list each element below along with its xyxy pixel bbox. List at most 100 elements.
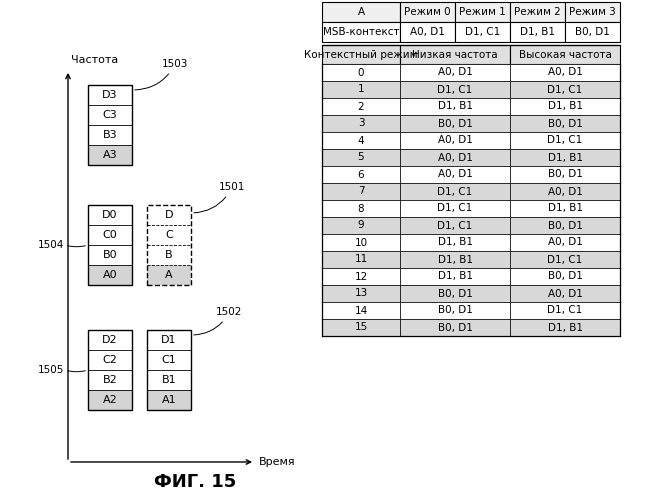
Text: Частота: Частота <box>71 55 118 65</box>
Bar <box>400 183 510 200</box>
Bar <box>510 64 620 81</box>
Text: D1, C1: D1, C1 <box>547 254 583 264</box>
Text: 7: 7 <box>358 186 364 196</box>
Text: A0: A0 <box>103 270 117 280</box>
Bar <box>510 200 620 217</box>
Bar <box>400 319 510 336</box>
Bar <box>565 2 620 22</box>
Text: Режим 0: Режим 0 <box>404 7 451 17</box>
Bar <box>322 183 400 200</box>
Bar <box>322 98 400 115</box>
Bar <box>322 285 400 302</box>
Bar <box>88 205 132 225</box>
Text: A3: A3 <box>103 150 117 160</box>
Text: C0: C0 <box>103 230 117 240</box>
Bar <box>322 45 400 64</box>
Text: D1, B1: D1, B1 <box>438 102 472 112</box>
Text: Время: Время <box>259 457 296 467</box>
Text: A0, D1: A0, D1 <box>438 136 472 145</box>
Bar <box>400 22 455 42</box>
Bar <box>510 234 620 251</box>
Text: D1, C1: D1, C1 <box>547 306 583 316</box>
Bar <box>400 285 510 302</box>
Bar <box>147 245 191 265</box>
Text: B0, D1: B0, D1 <box>547 118 583 128</box>
Bar <box>88 350 132 370</box>
Text: Режим 1: Режим 1 <box>459 7 506 17</box>
Text: C2: C2 <box>103 355 118 365</box>
Bar <box>88 145 132 165</box>
Text: MSB-контекст: MSB-контекст <box>323 27 399 37</box>
Text: 4: 4 <box>358 136 364 145</box>
Text: 15: 15 <box>354 322 368 332</box>
Bar <box>400 234 510 251</box>
Text: A1: A1 <box>162 395 177 405</box>
Bar <box>322 149 400 166</box>
Bar <box>147 225 191 245</box>
Bar <box>322 64 400 81</box>
Bar <box>400 98 510 115</box>
Text: 1505: 1505 <box>38 365 64 375</box>
Bar <box>510 285 620 302</box>
Text: B0, D1: B0, D1 <box>547 220 583 230</box>
Text: 12: 12 <box>354 272 368 281</box>
Text: C: C <box>165 230 173 240</box>
Text: A0, D1: A0, D1 <box>410 27 445 37</box>
Bar <box>322 166 400 183</box>
Text: A: A <box>165 270 173 280</box>
Bar <box>147 265 191 285</box>
Bar <box>565 22 620 42</box>
Text: 9: 9 <box>358 220 364 230</box>
Bar <box>88 225 132 245</box>
Text: 5: 5 <box>358 152 364 162</box>
Text: Режим 3: Режим 3 <box>569 7 616 17</box>
Bar <box>400 132 510 149</box>
Bar <box>455 2 510 22</box>
Bar <box>88 370 132 390</box>
Bar <box>322 251 400 268</box>
Bar <box>147 390 191 410</box>
Text: D1: D1 <box>162 335 177 345</box>
Bar <box>322 132 400 149</box>
Bar <box>510 217 620 234</box>
Bar <box>88 265 132 285</box>
Bar <box>88 205 132 285</box>
Text: B0, D1: B0, D1 <box>438 322 472 332</box>
Text: 2: 2 <box>358 102 364 112</box>
Bar <box>510 132 620 149</box>
Text: Режим 2: Режим 2 <box>514 7 561 17</box>
Bar <box>510 22 565 42</box>
Bar <box>510 98 620 115</box>
Text: ФИГ. 15: ФИГ. 15 <box>154 473 236 491</box>
Bar <box>322 319 400 336</box>
Text: D1, B1: D1, B1 <box>547 322 583 332</box>
Text: 1503: 1503 <box>135 59 188 90</box>
Text: D1, C1: D1, C1 <box>438 186 473 196</box>
Bar <box>400 217 510 234</box>
Bar <box>322 302 400 319</box>
Text: 10: 10 <box>354 238 368 248</box>
Bar <box>322 81 400 98</box>
Text: A0, D1: A0, D1 <box>547 68 583 78</box>
Text: A2: A2 <box>103 395 117 405</box>
Text: 0: 0 <box>358 68 364 78</box>
Text: 1: 1 <box>358 84 364 94</box>
Text: D1, C1: D1, C1 <box>465 27 500 37</box>
Text: D3: D3 <box>102 90 118 100</box>
Text: C1: C1 <box>162 355 177 365</box>
Bar <box>510 166 620 183</box>
Bar <box>147 370 191 390</box>
Text: D1, C1: D1, C1 <box>547 136 583 145</box>
Bar <box>510 319 620 336</box>
Text: 1502: 1502 <box>194 307 243 335</box>
Text: D1, C1: D1, C1 <box>438 220 473 230</box>
Bar <box>510 183 620 200</box>
Bar <box>400 251 510 268</box>
Bar <box>88 330 132 410</box>
Bar <box>88 105 132 125</box>
Bar <box>510 2 565 22</box>
Bar <box>322 268 400 285</box>
Text: 14: 14 <box>354 306 368 316</box>
Text: D: D <box>165 210 173 220</box>
Text: D1, B1: D1, B1 <box>438 254 472 264</box>
